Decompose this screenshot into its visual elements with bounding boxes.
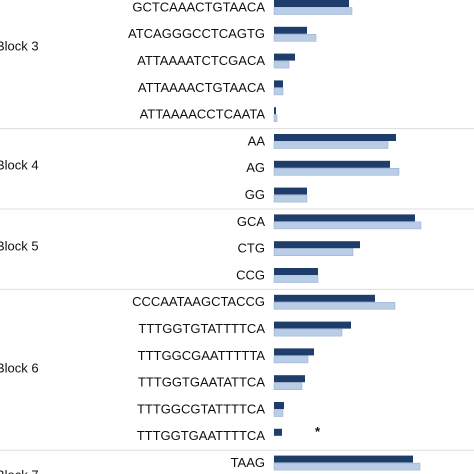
category-label: GCA — [237, 214, 266, 229]
annotation: * — [315, 424, 321, 439]
bar — [274, 402, 284, 409]
bar — [273, 194, 308, 203]
group-label: Block 4 — [0, 157, 39, 172]
category-label: AA — [248, 133, 266, 148]
bar — [274, 0, 349, 7]
bar — [274, 428, 282, 436]
bar — [273, 87, 284, 96]
category-label: ATTAAAACTGTAACA — [138, 80, 265, 95]
category-label: TTTGGCGAATTTTTA — [138, 348, 266, 363]
category-label: ATTAAAATCTCGACA — [137, 53, 265, 68]
bar — [273, 7, 353, 15]
category-label: TTTGGTGTATTTTCA — [138, 321, 265, 336]
category-label: CTG — [238, 241, 265, 256]
bar — [274, 26, 307, 34]
bar — [274, 294, 375, 302]
category-label: GCTCAAACTGTAACA — [132, 0, 265, 14]
bar — [273, 302, 396, 310]
bar — [273, 355, 309, 364]
group-label: Block 7 — [0, 467, 39, 474]
bar — [273, 221, 422, 230]
bar — [273, 114, 278, 122]
bar — [274, 187, 307, 195]
bar — [274, 241, 360, 249]
category-label: AG — [246, 160, 265, 175]
bar — [274, 214, 415, 222]
bar — [273, 462, 421, 471]
bar — [274, 348, 314, 356]
group-label: Block 6 — [0, 360, 39, 375]
bar — [273, 248, 354, 256]
bar — [274, 80, 283, 88]
bar — [273, 34, 317, 42]
category-label: TTTGGCGTATTTTCA — [137, 401, 265, 416]
category-label: TTTGGTGAATATTCA — [138, 375, 265, 390]
category-label: TTTGGTGAATTTTCA — [137, 428, 266, 443]
category-label: CCG — [236, 267, 265, 282]
bar — [273, 328, 343, 337]
bar — [274, 107, 276, 115]
group-label: Block 5 — [0, 238, 39, 253]
group-label: Block 3 — [0, 38, 39, 53]
bar — [274, 321, 351, 329]
bar — [274, 53, 295, 61]
bar — [273, 141, 389, 149]
bar — [273, 409, 284, 417]
bar — [273, 275, 319, 283]
bar — [274, 375, 305, 383]
bar — [274, 160, 390, 168]
category-label: CCCAATAAGCTACCG — [132, 294, 265, 309]
category-label: ATCAGGGCCTCAGTG — [128, 26, 265, 41]
bar — [273, 382, 303, 390]
bar — [274, 134, 396, 141]
bar — [274, 455, 413, 463]
category-label: TAAG — [231, 455, 265, 470]
bar — [273, 168, 400, 176]
category-label: GG — [245, 187, 265, 202]
bar — [274, 268, 318, 275]
category-label: ATTAAAACCTCAATA — [140, 107, 266, 122]
bar — [273, 60, 290, 69]
